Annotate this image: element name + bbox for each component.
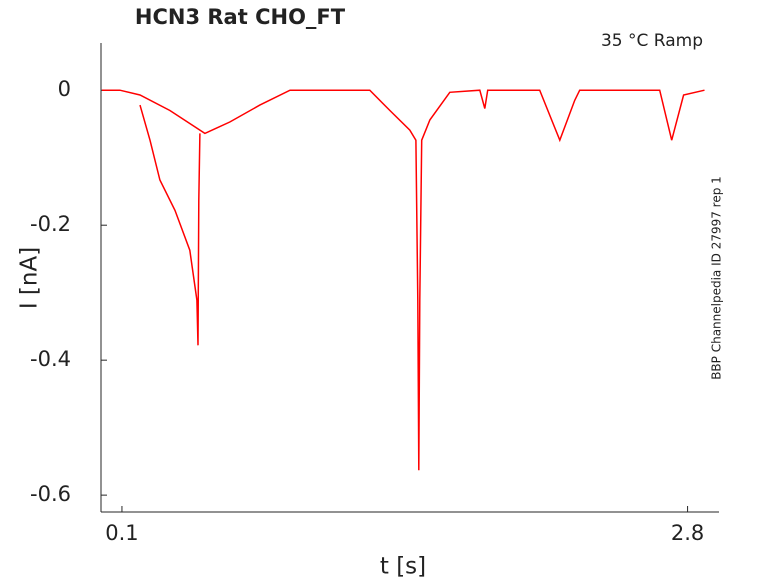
x-tick-label: 2.8	[671, 521, 704, 545]
annotation: 35 °C Ramp	[601, 31, 703, 51]
data-line	[139, 104, 201, 346]
y-tick-label: 0	[58, 77, 71, 101]
side-label: BBP Channelpedia ID 27997 rep 1	[710, 176, 724, 380]
chart-title: HCN3 Rat CHO_FT	[135, 5, 346, 29]
y-tick-label: -0.6	[30, 482, 71, 506]
y-tick-label: -0.4	[30, 347, 71, 371]
y-tick-label: -0.2	[30, 212, 71, 236]
y-axis-label: I [nA]	[17, 247, 43, 309]
data-line	[102, 89, 705, 471]
x-tick-label: 0.1	[105, 521, 138, 545]
x-axis-label: t [s]	[380, 554, 426, 580]
